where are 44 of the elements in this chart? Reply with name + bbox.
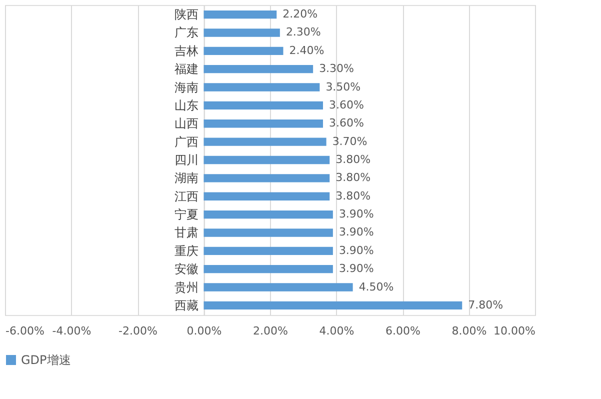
y-tick-label: 重庆 xyxy=(174,244,198,258)
x-tick-label: 10.00% xyxy=(494,324,536,338)
data-label: 3.80% xyxy=(336,189,371,202)
y-tick-label: 宁夏 xyxy=(174,208,198,222)
x-tick-label: -4.00% xyxy=(52,324,92,338)
x-tick-label: 6.00% xyxy=(386,324,420,338)
data-label: 4.50% xyxy=(358,280,394,294)
x-tick-label: -6.00% xyxy=(6,324,44,338)
y-tick-label: 江西 xyxy=(174,189,198,204)
data-label: 2.30% xyxy=(286,26,321,39)
data-label: 3.80% xyxy=(336,153,371,166)
y-tick-label: 西藏 xyxy=(174,298,198,312)
data-label: 3.80% xyxy=(336,171,371,184)
data-label: 2.20% xyxy=(282,8,318,21)
data-label: 3.50% xyxy=(326,80,361,94)
y-tick-label: 海南 xyxy=(174,80,198,94)
data-label: 3.90% xyxy=(338,262,374,276)
data-label: 3.60% xyxy=(329,116,364,130)
data-label: 2.40% xyxy=(289,44,324,57)
data-label: 3.90% xyxy=(338,226,374,239)
y-tick-label: 山西 xyxy=(174,116,198,131)
y-tick-label: 湖南 xyxy=(174,171,198,186)
y-tick-label: 福建 xyxy=(174,62,198,76)
y-tick-label: 陕西 xyxy=(174,8,198,22)
x-tick-label: 0.00% xyxy=(186,324,222,338)
y-tick-label: 吉林 xyxy=(174,44,198,58)
y-tick-label: 安徽 xyxy=(174,262,198,276)
data-label: 3.70% xyxy=(332,134,368,148)
legend-label: GDP增速 xyxy=(21,353,71,367)
y-tick-label: 山东 xyxy=(174,98,198,112)
data-label: 3.30% xyxy=(319,62,354,76)
data-label: 7.80% xyxy=(468,298,504,312)
x-tick-label: 8.00% xyxy=(452,324,487,338)
x-tick-label: -2.00% xyxy=(118,324,158,338)
y-tick-label: 广东 xyxy=(174,26,198,40)
y-tick-label: 四川 xyxy=(174,153,198,167)
y-tick-label: 甘肃 xyxy=(174,226,198,240)
data-label: 3.90% xyxy=(338,244,374,257)
x-tick-label: 4.00% xyxy=(319,324,354,338)
y-tick-label: 贵州 xyxy=(174,280,198,294)
x-tick-label: 2.00% xyxy=(253,324,288,338)
y-tick-label: 广西 xyxy=(174,134,198,149)
data-label: 3.60% xyxy=(329,98,364,112)
data-label: 3.90% xyxy=(338,208,374,221)
